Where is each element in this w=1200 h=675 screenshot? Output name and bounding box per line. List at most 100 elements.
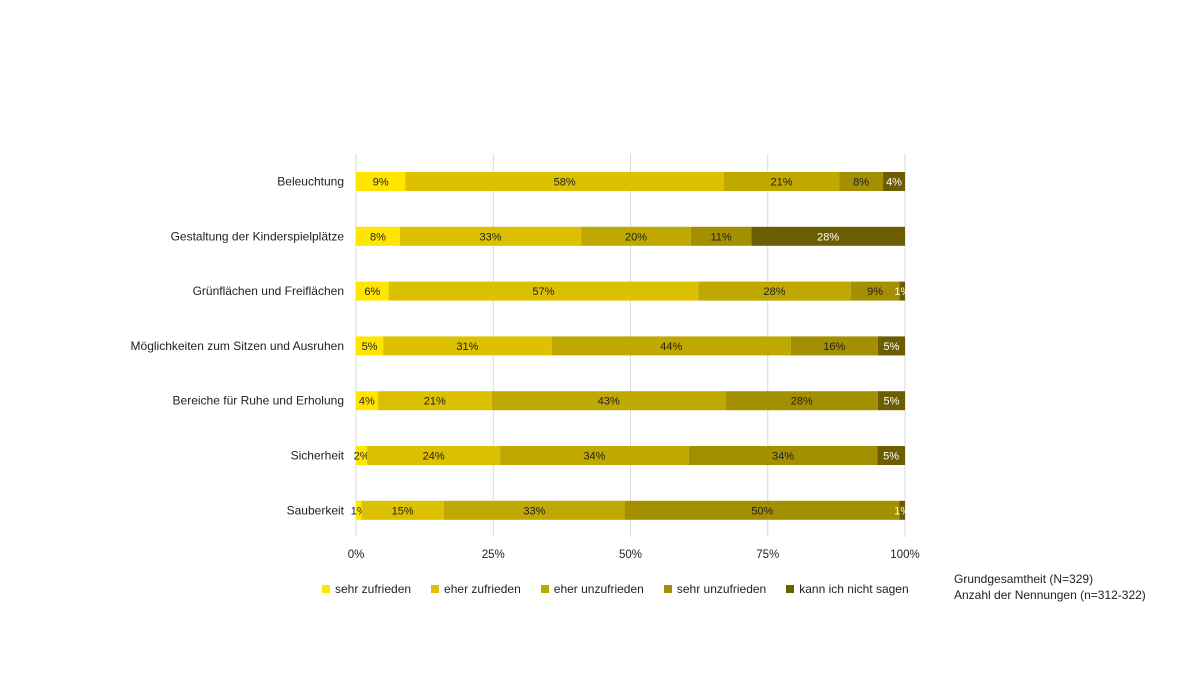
data-label: 2%: [354, 451, 370, 463]
x-tick-label: 75%: [756, 549, 779, 561]
legend-item-kann-ich-nicht-sagen: kann ich nicht sagen: [786, 582, 909, 596]
data-label: 43%: [598, 396, 620, 408]
bar-segment: [581, 226, 691, 246]
data-label: 33%: [479, 231, 501, 243]
legend-label: eher zufrieden: [444, 582, 521, 596]
bar-segment: [723, 172, 840, 191]
bar-segment: [377, 391, 492, 411]
bar-segment: [688, 446, 878, 465]
x-tick-label: 0%: [348, 549, 365, 561]
bar-segment: [850, 281, 900, 301]
data-label: 11%: [710, 231, 731, 243]
legend-item-eher-unzufrieden: eher unzufrieden: [540, 582, 644, 596]
data-label: 5%: [883, 451, 899, 463]
chart-legend: sehr zufrieden eher zufrieden eher unzuf…: [322, 582, 909, 596]
data-label: 21%: [770, 177, 792, 189]
category-label: Möglichkeiten zum Sitzen und Ausruhen: [131, 339, 344, 353]
x-tick-label: 100%: [890, 549, 919, 561]
bar-segment: [551, 336, 791, 356]
category-label: Grünflächen und Freiflächen: [193, 284, 344, 298]
data-label: 28%: [764, 286, 786, 298]
legend-label: sehr unzufrieden: [676, 582, 767, 596]
bar-segment: [790, 336, 878, 356]
data-label: 33%: [523, 505, 545, 517]
bar-segment: [356, 281, 389, 301]
legend-item-sehr-zufrieden: sehr zufrieden: [322, 582, 411, 596]
bar-segment: [356, 226, 400, 246]
bar-segment: [690, 226, 752, 246]
bar-segment: [356, 336, 384, 356]
bar-segment: [443, 500, 626, 520]
legend-swatch: [431, 585, 440, 593]
data-label: 28%: [791, 396, 813, 408]
legend-swatch: [663, 585, 672, 593]
data-label: 58%: [554, 177, 576, 189]
data-label: 4%: [359, 396, 375, 408]
data-label: 5%: [362, 341, 378, 353]
category-label: Sicherheit: [291, 449, 345, 463]
bar-segment: [399, 226, 582, 246]
footnote-responses: Anzahl der Nennungen (n=312-322): [954, 588, 1146, 602]
data-label: 34%: [772, 451, 794, 463]
bar-segment: [405, 172, 724, 191]
legend-swatch: [322, 585, 330, 593]
data-label: 1%: [894, 286, 910, 298]
legend-swatch: [540, 585, 549, 593]
bar-segment: [877, 336, 905, 356]
data-label: 1%: [894, 505, 910, 517]
data-label: 31%: [456, 341, 478, 353]
bar-segment: [491, 391, 726, 411]
data-label: 4%: [886, 177, 902, 189]
bar-segment: [361, 500, 444, 520]
x-tick-label: 25%: [482, 549, 505, 561]
data-label: 16%: [823, 341, 845, 353]
bar-segment: [356, 172, 406, 191]
legend-label: eher unzufrieden: [553, 582, 644, 596]
bar-segment: [388, 281, 699, 301]
x-tick-label: 50%: [619, 549, 642, 561]
data-label: 8%: [853, 177, 869, 189]
data-label: 28%: [817, 231, 839, 243]
legend-swatch: [786, 585, 795, 593]
legend-item-sehr-unzufrieden: sehr unzufrieden: [663, 582, 767, 596]
data-label: 44%: [660, 341, 682, 353]
footnote-population: Grundgesamtheit (N=329): [954, 572, 1094, 586]
data-label: 5%: [883, 396, 899, 408]
bar-segment: [899, 281, 905, 301]
bar-segment: [725, 391, 878, 411]
category-label: Gestaltung der Kinderspielplätze: [171, 229, 345, 243]
data-label: 6%: [364, 286, 380, 298]
legend-label: kann ich nicht sagen: [799, 582, 909, 596]
sample-size-note: Grundgesamtheit (N=329) Anzahl der Nennu…: [954, 571, 1146, 603]
data-label: 34%: [583, 451, 605, 463]
bar-segment: [383, 336, 552, 356]
data-label: 15%: [392, 505, 414, 517]
data-label: 24%: [423, 451, 445, 463]
bar-segment: [751, 226, 905, 246]
data-label: 9%: [373, 177, 389, 189]
legend-label: sehr zufrieden: [335, 582, 412, 596]
data-label: 9%: [867, 286, 883, 298]
bar-segment: [356, 391, 378, 411]
data-label: 57%: [533, 286, 555, 298]
bar-segment: [839, 172, 884, 191]
bar-segment: [356, 446, 368, 465]
category-label: Bereiche für Ruhe und Erholung: [173, 394, 344, 408]
data-label: 21%: [424, 396, 446, 408]
bar-segment: [625, 500, 900, 520]
data-label: 8%: [370, 231, 386, 243]
bar-segment: [877, 391, 905, 411]
legend-item-eher-zufrieden: eher zufrieden: [431, 582, 521, 596]
bar-segment: [356, 500, 362, 520]
bar-segment: [883, 172, 905, 191]
bar-segment: [367, 446, 501, 465]
bar-segment: [877, 446, 905, 465]
bar-segment: [500, 446, 689, 465]
category-label: Beleuchtung: [277, 175, 344, 189]
data-label: 20%: [625, 231, 647, 243]
data-label: 50%: [751, 505, 773, 517]
bar-segment: [899, 500, 905, 520]
bar-segment: [698, 281, 851, 301]
category-label: Sauberkeit: [287, 503, 345, 517]
